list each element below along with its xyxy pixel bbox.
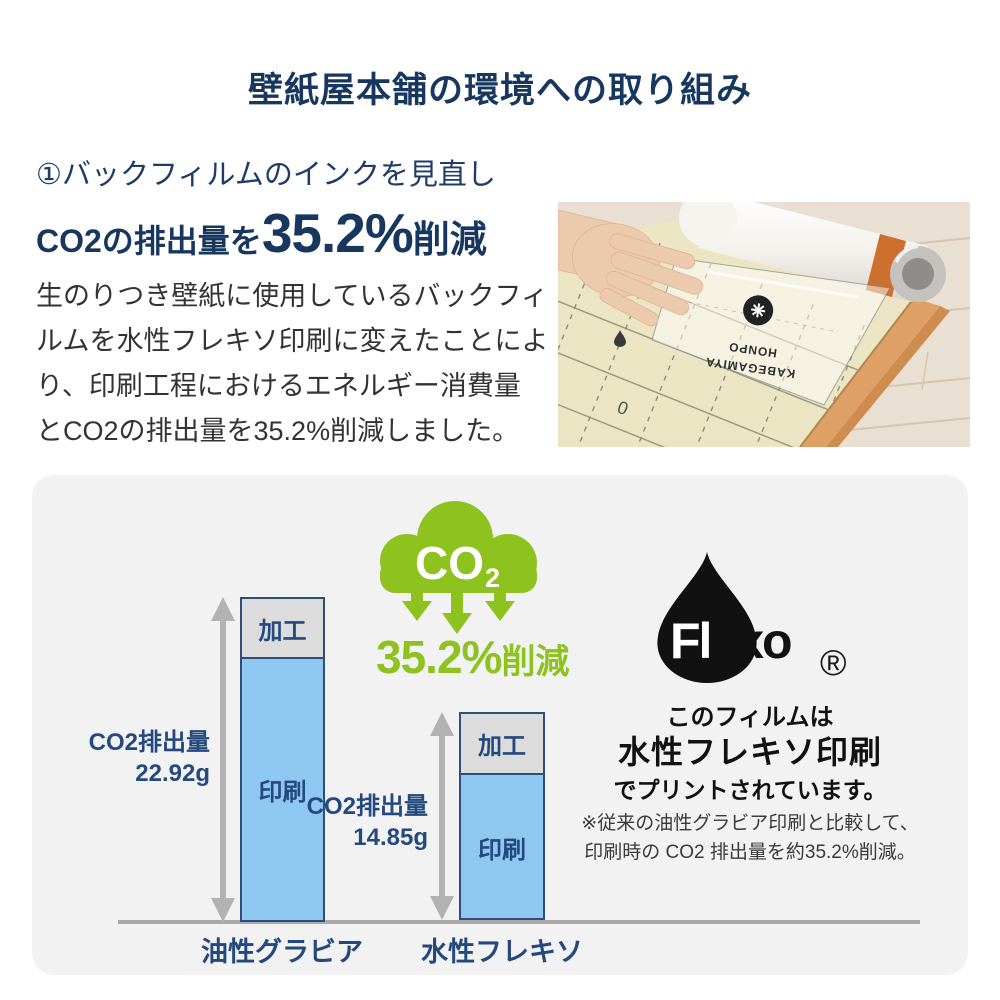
segment-label: 印刷 (478, 837, 526, 864)
reduction-suffix: 削減 (501, 643, 570, 681)
clear-film (651, 257, 891, 406)
step-heading: ①バックフィルムのインクを見直し (36, 159, 496, 191)
bar-segment-processing: 加工 (242, 599, 323, 659)
axis-label-gravure: 油性グラビア (201, 937, 363, 967)
film-brand-line2: HONPO (727, 340, 777, 361)
flexo-drop-icon (657, 552, 757, 683)
co2-reduction-headline: CO2の排出量を 35.2% 削減 (36, 206, 487, 263)
segment-label: 加工 (478, 733, 526, 760)
intro-paragraph-line: ルムを水性フレキソ印刷に変えたことによ (36, 326, 549, 356)
reduction-percent: 35.2% (376, 631, 502, 683)
down-arrow-icon (402, 591, 515, 634)
intro-paragraph-line: り、印刷工程におけるエネルギー消費量 (36, 371, 521, 401)
sheet-edge-line (799, 297, 915, 447)
value-label-gravure: CO2排出量 22.92g (38, 727, 210, 789)
intro-paragraph-line: 生のりつき壁紙に使用しているバックフィ (36, 281, 548, 311)
value-label-amount: 14.85g (353, 824, 428, 851)
co2-cloud-text: CO (415, 537, 484, 589)
value-label-flexo: CO2排出量 14.85g (256, 791, 428, 853)
flexo-logo-black-part: exo (710, 613, 792, 669)
axis-label-flexo: 水性フレキソ (421, 937, 583, 967)
hand (558, 209, 704, 327)
bar-segment-printing: 印刷 (242, 659, 323, 920)
stacked-bar-flexo: 加工 印刷 (459, 712, 545, 920)
sheet-orange-edge (800, 298, 940, 447)
roll-cap-highlight (894, 244, 919, 263)
intro-paragraph: 生のりつき壁紙に使用しているバックフィ ルムを水性フレキソ印刷に変えたことによ … (36, 274, 566, 454)
film-fold-line (687, 301, 839, 333)
measure-arrow-icon (211, 597, 235, 922)
flexo-logo-white-part: Fl (670, 613, 712, 669)
segment-label: 加工 (258, 617, 307, 645)
co2-headline-suffix: 削減 (412, 219, 487, 260)
reduction-label: 35.2% 削減 (376, 630, 569, 684)
bar-segment-processing: 加工 (461, 714, 543, 775)
bar-segment-printing: 印刷 (461, 775, 543, 920)
page-title: 壁紙屋本舗の環境への取り組み (247, 71, 752, 110)
flexo-caption-line2: 水性フレキソ印刷 (617, 734, 882, 770)
co2-cloud-icon: CO 2 (380, 501, 537, 634)
value-label-amount: 22.92g (135, 760, 210, 787)
axis-line (118, 920, 920, 924)
roll-orange-band (866, 234, 906, 297)
co2-cloud-subscript: 2 (485, 563, 500, 593)
sheet-orange-edge-outer (826, 306, 950, 447)
film-highlight (707, 270, 859, 299)
roll-cap-core (902, 258, 934, 290)
stacked-bar-gravure: 加工 印刷 (240, 597, 325, 922)
roll-left-end (679, 202, 737, 247)
sheet-flexo-drop-mark (614, 330, 626, 347)
segment-label: 印刷 (258, 779, 307, 806)
value-label-title: CO2排出量 (88, 729, 210, 756)
co2-headline-percent: 35.2% (261, 202, 414, 264)
film-round-logo-glyph (751, 303, 766, 318)
measure-arrow-icon (430, 712, 454, 920)
co2-headline-prefix: CO2の排出量を (36, 223, 262, 259)
intro-paragraph-line: とCO2の排出量を35.2%削減しました。 (36, 416, 520, 446)
value-label-title: CO2排出量 (306, 793, 428, 820)
registered-trademark-icon: ® (820, 642, 847, 683)
flexo-logo: Flexo (670, 613, 793, 669)
flexo-caption-line1: このフィルムは (666, 704, 834, 731)
flexo-footnote-line1: ※従来の油性グラビア印刷と比較して、 (581, 813, 919, 834)
flexo-footnote-line2: 印刷時の CO2 排出量を約35.2%削減。 (584, 842, 916, 863)
flexo-caption-line3: でプリントされています。 (613, 777, 887, 803)
product-photo: 0 20 KABEGAMIYA HONPO (558, 202, 970, 447)
